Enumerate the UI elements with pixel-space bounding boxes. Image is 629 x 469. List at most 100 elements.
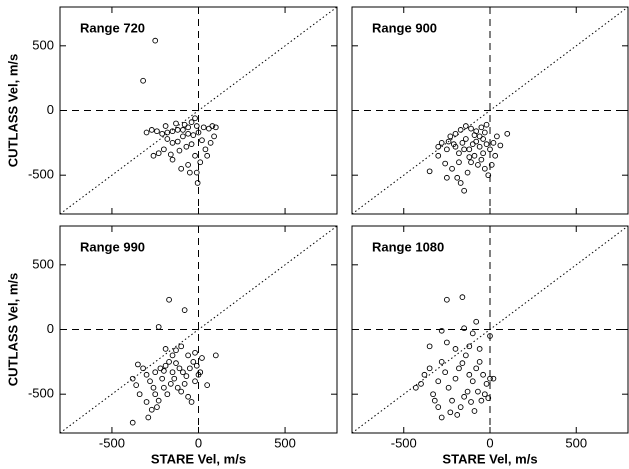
point (452, 130, 459, 137)
point (185, 130, 191, 137)
point (488, 161, 495, 168)
point (445, 138, 452, 145)
point (192, 152, 198, 159)
y-tick-label: -500 (28, 167, 54, 182)
point (438, 414, 445, 421)
point (457, 180, 464, 186)
point (204, 152, 211, 159)
point (483, 141, 490, 147)
point (183, 143, 190, 150)
point (169, 156, 176, 163)
point (186, 365, 193, 372)
point (174, 127, 181, 133)
point (481, 391, 488, 398)
point (454, 174, 461, 181)
point (183, 373, 190, 379)
point (447, 409, 454, 416)
point (192, 378, 198, 385)
point (421, 371, 428, 378)
y-tick-label: 0 (47, 102, 54, 117)
point (412, 384, 419, 391)
point (157, 365, 164, 372)
x-tick-label: -500 (99, 435, 125, 450)
point (473, 318, 480, 325)
point (473, 365, 480, 372)
point (481, 165, 488, 172)
point (483, 380, 490, 387)
y-tick-label: 500 (32, 256, 54, 271)
point (475, 161, 481, 168)
point (171, 375, 178, 382)
point (195, 371, 202, 378)
point (192, 115, 198, 122)
x-tick-label: 500 (274, 435, 296, 450)
point (476, 346, 483, 352)
x-tick-label: 0 (195, 435, 202, 450)
point (449, 397, 455, 404)
point (454, 412, 461, 418)
point (152, 391, 159, 398)
point (150, 384, 157, 391)
point (478, 156, 485, 163)
point (197, 159, 204, 166)
point (199, 355, 205, 361)
point (207, 139, 214, 146)
point (169, 139, 176, 146)
point (435, 378, 442, 385)
point (154, 404, 160, 410)
point (181, 307, 188, 313)
point (178, 388, 185, 395)
point (444, 146, 450, 153)
point (490, 375, 497, 382)
point (476, 143, 483, 150)
panel-title: Range 1080 (372, 239, 444, 254)
y-axis-label: CUTLASS Vel, m/s (5, 54, 20, 167)
point (492, 152, 499, 159)
point (167, 380, 174, 387)
point (456, 365, 462, 372)
point (438, 327, 445, 334)
point (463, 136, 469, 142)
point (468, 125, 474, 132)
point (480, 150, 486, 157)
point (430, 391, 436, 398)
point (155, 397, 162, 404)
point (176, 147, 183, 154)
point (468, 159, 474, 166)
point (185, 393, 191, 400)
point (469, 330, 476, 337)
point (442, 160, 449, 167)
point (169, 128, 176, 135)
point (471, 132, 478, 138)
point (445, 384, 452, 391)
point (190, 358, 197, 365)
panel-title: Range 990 (80, 239, 145, 254)
point (129, 419, 136, 426)
point (468, 399, 474, 405)
point (444, 174, 450, 181)
point (159, 130, 165, 137)
point (475, 388, 481, 395)
point (192, 349, 198, 356)
point (143, 129, 150, 136)
point (140, 77, 146, 84)
point (471, 408, 478, 414)
point (185, 161, 191, 168)
point (426, 365, 433, 372)
point (450, 141, 457, 147)
point (449, 165, 455, 172)
point (152, 37, 159, 44)
point (193, 123, 200, 129)
point (148, 127, 155, 133)
point (447, 133, 454, 140)
point (485, 172, 492, 179)
point (152, 369, 159, 376)
point (442, 369, 449, 376)
point (461, 146, 467, 153)
point (457, 404, 464, 410)
point (185, 352, 191, 359)
point (145, 414, 152, 421)
point (481, 129, 488, 136)
point (494, 133, 500, 140)
